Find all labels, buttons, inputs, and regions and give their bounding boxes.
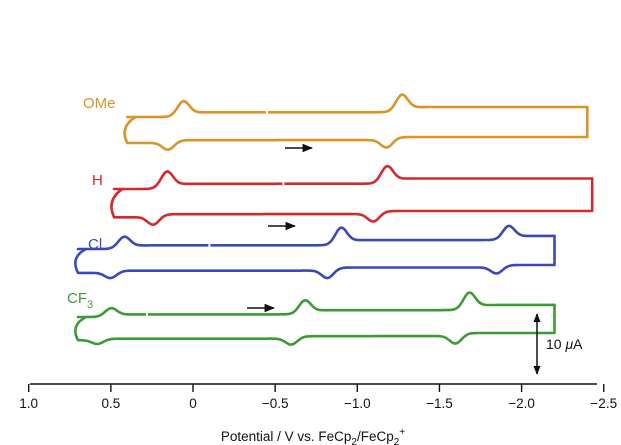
series-label-cf3-main: CF [67, 290, 87, 307]
series-line-cl-fwd2 [76, 235, 211, 251]
scale-bar-number: 10 [546, 336, 565, 352]
x-axis-ticks: 1.0 0.5 0 −0.5 −1.0 −1.5 −2.0 −2.5 [19, 384, 617, 411]
scale-bar-mu: μ [564, 336, 573, 352]
x-tick-label: −1.5 [426, 396, 453, 411]
x-axis-title-sub2: 2 [394, 437, 400, 445]
x-axis-title: Potential / V vs. FeCp2/FeCp2+ [221, 427, 405, 445]
series-line-cl-rev [74, 234, 556, 280]
series-line-h-fwd [282, 164, 594, 185]
x-tick-label: 0 [189, 396, 197, 411]
series-label-cf3: CF3 [67, 290, 93, 311]
series-group-cf3 [74, 291, 556, 346]
series-line-ome-fwd [265, 93, 589, 114]
series-line-ome-fwd2 [126, 99, 269, 119]
series-line-cf3-rev [74, 303, 556, 346]
series-line-h-rev [110, 177, 594, 227]
series-label-h: H [92, 172, 103, 189]
x-tick-label: −0.5 [262, 396, 289, 411]
series-line-ome-rev [123, 105, 589, 151]
x-tick-label: 0.5 [101, 396, 120, 411]
x-axis-title-prefix: Potential / V vs. FeCp [221, 429, 352, 444]
series-label-cf3-sub: 3 [87, 299, 93, 311]
scale-bar-label: 10 μA [546, 336, 583, 352]
series-group-ome [123, 93, 589, 151]
x-axis-title-middle: /FeCp [357, 429, 394, 444]
x-tick-label: −1.0 [344, 396, 371, 411]
series-line-cf3-fwd2 [76, 306, 149, 319]
series-line-cf3-fwd [145, 291, 556, 316]
series-label-ome: OMe [83, 95, 116, 112]
x-tick-label: 1.0 [19, 396, 38, 411]
x-tick-label: −2.5 [590, 396, 617, 411]
scale-bar-unit: A [573, 336, 583, 352]
series-line-h-fwd2 [112, 170, 285, 191]
x-axis-title-sub1: 2 [351, 437, 357, 445]
series-line-cl-fwd [208, 224, 556, 247]
series-label-cl: Cl [88, 236, 102, 253]
series-group-h [110, 164, 594, 227]
x-axis-title-sup: + [399, 427, 405, 438]
x-tick-label: −2.0 [508, 396, 535, 411]
series-group-cl [74, 224, 556, 280]
